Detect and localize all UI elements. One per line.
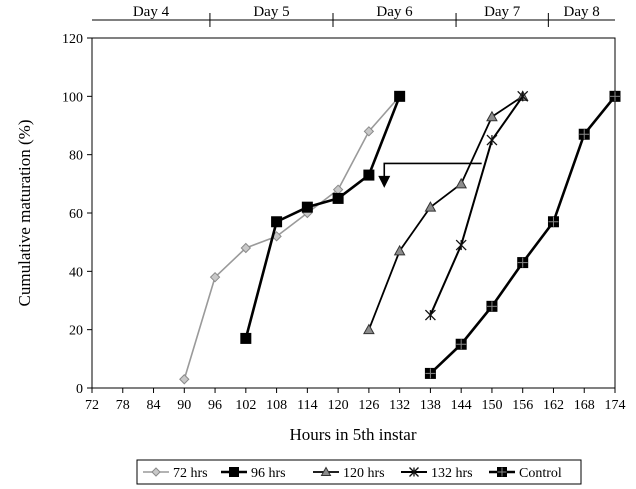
data-point	[609, 90, 621, 102]
series-layer	[179, 90, 621, 385]
data-point	[240, 242, 252, 254]
x-tick-label: 156	[512, 398, 533, 413]
day-label: Day 4	[133, 4, 170, 20]
legend-marker	[497, 467, 507, 477]
plot-frame	[91, 37, 616, 389]
data-point	[517, 90, 529, 102]
legend-label: Control	[519, 466, 562, 481]
x-tick-label: 168	[574, 398, 595, 413]
data-point	[517, 257, 529, 269]
data-point	[301, 201, 313, 213]
x-tick-label: 150	[481, 398, 502, 413]
legend: 72 hrs 96 hrs 120 hrs 132 hrs Control	[136, 459, 582, 485]
data-point	[240, 332, 252, 344]
x-tick-label: 72	[85, 398, 99, 413]
legend-entry: 72 hrs	[143, 466, 208, 481]
x-tick-label: 96	[208, 398, 222, 413]
y-tick-label: 0	[76, 382, 83, 397]
data-point	[179, 374, 190, 385]
day-label: Day 6	[376, 4, 413, 20]
x-tick-label: 144	[451, 398, 472, 413]
plot-area	[91, 37, 616, 389]
annotation-arrow	[378, 162, 482, 188]
y-tick-label: 120	[62, 32, 83, 47]
y-tick-label: 20	[69, 324, 83, 339]
legend-marker	[229, 467, 239, 477]
legend-label: 120 hrs	[343, 466, 385, 481]
data-point	[455, 239, 467, 251]
legend-entry: 120 hrs	[313, 466, 385, 481]
legend-marker	[320, 466, 332, 476]
day-band: Day 4 Day 5 Day 6 Day 7 Day 8	[92, 4, 615, 27]
data-point	[424, 201, 437, 212]
legend-label: 132 hrs	[431, 466, 473, 481]
legend-label: 96 hrs	[251, 466, 286, 481]
data-point	[363, 169, 375, 181]
data-point	[455, 338, 467, 350]
series-control	[424, 90, 621, 379]
x-tick-label: 84	[147, 398, 161, 413]
x-tick-label: 120	[328, 398, 349, 413]
series-line	[429, 95, 524, 316]
series-96-hrs	[240, 90, 406, 344]
x-tick-label: 108	[266, 398, 287, 413]
series-132-hrs	[424, 90, 529, 321]
x-tick-label: 90	[177, 398, 191, 413]
series-72-hrs	[179, 91, 405, 385]
arrow-head	[378, 175, 391, 188]
data-point	[578, 128, 590, 140]
x-tick-label: 102	[235, 398, 256, 413]
y-axis-title: Cumulative maturation (%)	[15, 120, 34, 307]
y-tick-label: 60	[69, 207, 83, 222]
y-tick-label: 100	[62, 90, 83, 105]
x-tick-label: 138	[420, 398, 441, 413]
data-point	[393, 244, 406, 256]
day-label: Day 8	[564, 4, 600, 20]
data-point	[547, 216, 559, 228]
data-point	[424, 367, 436, 379]
data-point	[332, 192, 344, 204]
x-tick-label: 162	[543, 398, 564, 413]
y-axis: 0 20 40 60 80 100 120	[62, 32, 92, 397]
data-point	[363, 126, 375, 137]
legend-marker	[151, 467, 161, 477]
data-point	[486, 110, 498, 122]
day-label: Day 7	[484, 4, 521, 20]
x-axis-title: Hours in 5th instar	[289, 425, 416, 444]
x-axis: 72 78 84 90 96 102 108 114 120 126 132 138 144 150 156…	[85, 388, 626, 413]
data-point	[271, 216, 283, 228]
x-tick-label: 78	[116, 398, 130, 413]
legend-entry: Control	[489, 466, 562, 481]
x-tick-label: 132	[389, 398, 410, 413]
day-label: Day 5	[253, 4, 289, 20]
y-tick-label: 80	[69, 149, 83, 164]
y-tick-label: 40	[69, 265, 83, 280]
x-tick-label: 126	[358, 398, 379, 413]
data-point	[363, 323, 375, 335]
legend-entry: 132 hrs	[401, 466, 473, 481]
series-line	[368, 95, 524, 330]
legend-entry: 96 hrs	[221, 466, 286, 481]
x-tick-label: 174	[605, 398, 626, 413]
legend-marker	[409, 467, 419, 477]
arrow-shaft	[383, 162, 482, 184]
x-tick-label: 114	[297, 398, 317, 413]
data-point	[394, 90, 406, 102]
data-point	[424, 309, 436, 321]
legend-label: 72 hrs	[173, 466, 208, 481]
data-point	[455, 177, 468, 189]
series-line	[244, 95, 401, 339]
data-point	[209, 271, 221, 283]
data-point	[486, 134, 498, 146]
data-point	[486, 300, 498, 312]
series-line	[183, 95, 401, 380]
